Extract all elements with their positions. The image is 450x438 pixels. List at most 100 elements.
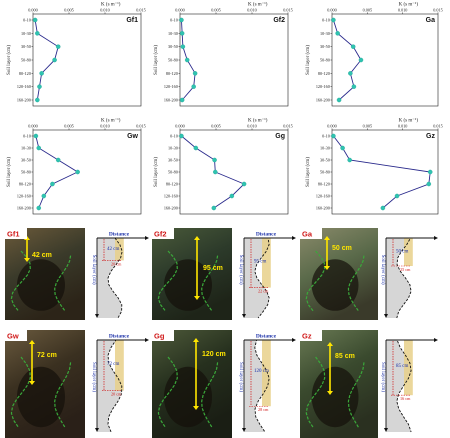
panel-label: Gg [275, 133, 285, 140]
y-tick-label: 120-160 [316, 84, 330, 89]
root-zone-fill [262, 238, 271, 288]
data-point [41, 193, 47, 199]
y-tick-label: 10-30 [21, 146, 31, 151]
depth-label: 85 cm [335, 353, 355, 360]
chart-gz: 0.000 0.005 0.010 0.015 K (s m⁻¹) 0-10 10-30 30… [306, 118, 443, 215]
data-point [50, 181, 55, 187]
x-tick-label: 0.015 [433, 8, 442, 13]
chart-gf1: 0.000 0.005 0.010 0.015 K (s m⁻¹) 0-10 10-30 30… [7, 2, 146, 107]
photo-gz: Gz 85 cm [300, 330, 378, 438]
axis-arrow [292, 338, 296, 342]
data-point [351, 84, 357, 89]
chart-gw: 0.000 0.005 0.010 0.015 K (s m⁻¹) 0-10 10-30 30… [7, 118, 146, 215]
photo-label: Gg [154, 332, 165, 341]
pit-shadow [311, 259, 359, 311]
data-point [191, 84, 196, 89]
sketch-width-label: 20 cm [111, 392, 122, 397]
photo-label-bg [5, 330, 27, 341]
pit-shadow [17, 366, 65, 428]
sketch-depth-label: 120 cm [254, 369, 269, 374]
root-outline [157, 356, 178, 428]
data-point [335, 31, 340, 36]
profile-outline [396, 237, 412, 319]
y-tick-label: 160-200 [164, 206, 178, 211]
y-tick-label: 50-80 [168, 170, 178, 175]
profile-outline [254, 339, 270, 433]
y-tick-label: 10-30 [21, 31, 31, 36]
depth-label: 42 cm [32, 252, 52, 259]
data-point [426, 181, 432, 187]
panel-label: Gf2 [273, 17, 285, 24]
root-outline [347, 255, 365, 312]
arrow-head-down [194, 296, 200, 300]
sketch-depth-label: 72 cm [107, 362, 119, 367]
root-zone-fill [262, 340, 271, 407]
x-tick-label: 0.015 [283, 8, 292, 13]
y-tick-label: 80-120 [318, 71, 330, 76]
soil-layer-label: Soil layer (cm) [91, 362, 96, 392]
pit-shadow [311, 366, 359, 428]
soil-fill [244, 340, 270, 432]
pit-shadow [17, 259, 65, 311]
data-point [180, 44, 186, 49]
x-tick-label: 0.005 [211, 8, 220, 13]
y-tick-label: 80-120 [19, 71, 31, 76]
data-point [358, 57, 364, 63]
sketch-4: Distance Soil layer (cm) 72 cm 20 cm [91, 334, 149, 433]
plot-frame [32, 13, 142, 107]
distance-label: Distance [109, 232, 130, 238]
pit-shadow [164, 366, 212, 428]
x-tick-label: 0.005 [211, 124, 220, 129]
arrow-head-down [29, 381, 35, 385]
data-point [213, 169, 218, 175]
soil-layer-label: Soil layer (cm) [380, 362, 385, 392]
y-tick-label: 30-50 [168, 44, 178, 49]
sketch-5: Distance Soil layer (cm) 120 cm 28 cm [238, 334, 296, 433]
data-point [35, 97, 40, 103]
x-tick-label: 0.015 [283, 124, 292, 129]
data-point [179, 97, 185, 103]
photo-label: Ga [302, 230, 313, 239]
y-tick-label: 10-30 [320, 31, 330, 36]
plot-frame [331, 129, 439, 215]
sketch-width-label: 25 cm [400, 267, 411, 272]
y-tick-label: 160-200 [17, 206, 31, 211]
y-tick-label: 0-10 [322, 134, 330, 139]
panel-label: Gz [426, 133, 435, 140]
depth-label: 95 cm [203, 265, 223, 272]
photo-gw: Gw 72 cm [5, 330, 85, 438]
arrow-head-down [327, 391, 333, 395]
distance-label: Distance [109, 334, 130, 340]
soil-layer-label: Soil layer (cm) [91, 255, 96, 285]
photo-label: Gf1 [7, 230, 20, 239]
root-outline [305, 250, 326, 312]
series-line [333, 135, 431, 209]
axis-arrow [95, 428, 99, 432]
soil-layer-label: Soil layer (cm) [238, 362, 243, 392]
y-tick-label: 0-10 [23, 18, 31, 23]
x-tick-label: 0.015 [433, 124, 442, 129]
sketch-depth-label: 95 cm [254, 259, 266, 264]
x-tick-label: 0.005 [64, 8, 73, 13]
y-axis-title: Soil layer (cm) [7, 45, 12, 75]
y-tick-label: 80-120 [19, 182, 31, 187]
photo-label: Gf2 [154, 230, 167, 239]
sketch-width-label: 22 cm [258, 289, 269, 294]
depth-label: 120 cm [202, 351, 226, 358]
photo-gf2: Gf2 95 cm [152, 228, 232, 320]
data-point [36, 205, 42, 211]
data-point [184, 57, 190, 63]
data-point [52, 57, 57, 63]
y-tick-label: 160-200 [316, 98, 330, 103]
root-outline [201, 362, 219, 428]
root-zone-fill [404, 340, 413, 396]
y-tick-label: 30-50 [168, 158, 178, 163]
root-outline [54, 255, 72, 312]
root-outline [10, 356, 31, 428]
x-tick-label: 0.000 [175, 8, 184, 13]
y-tick-label: 50-80 [21, 58, 31, 63]
axis-arrow [95, 314, 99, 318]
y-axis-title: Soil layer (cm) [154, 45, 159, 75]
data-point [350, 44, 356, 49]
